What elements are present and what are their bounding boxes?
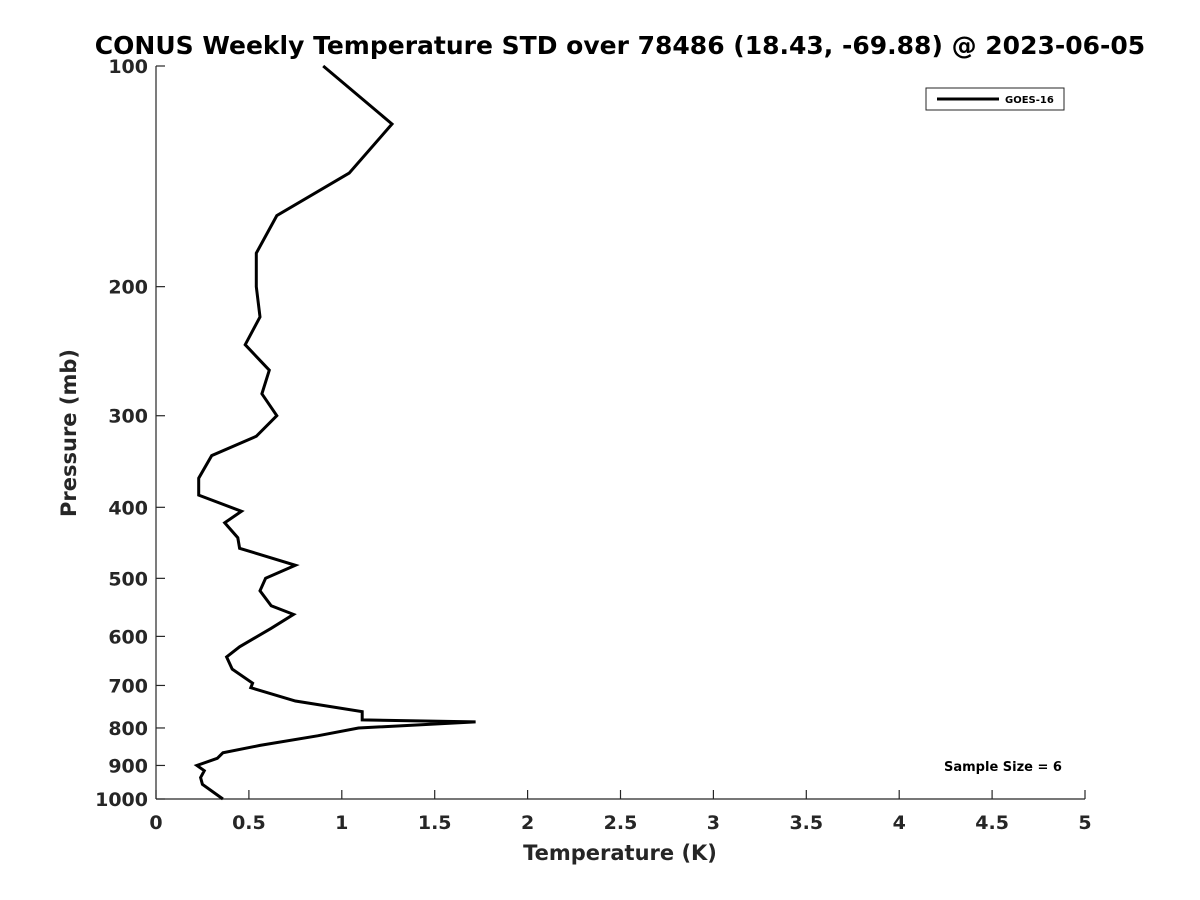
chart-title: CONUS Weekly Temperature STD over 78486 … bbox=[95, 31, 1145, 60]
y-tick-label: 800 bbox=[108, 718, 148, 740]
x-tick-label: 2.5 bbox=[604, 812, 638, 834]
x-tick-label: 0 bbox=[149, 812, 162, 834]
y-tick-label: 200 bbox=[108, 277, 148, 299]
series-group bbox=[193, 64, 476, 801]
y-ticks: 100 200 300 400 500 600 700 800 900 1000 bbox=[95, 56, 165, 811]
x-tick-label: 4.5 bbox=[975, 812, 1009, 834]
y-tick-label: 400 bbox=[108, 497, 148, 519]
x-tick-label: 5 bbox=[1078, 812, 1091, 834]
y-tick-label: 300 bbox=[108, 406, 148, 428]
y-tick-label: 500 bbox=[108, 568, 148, 590]
legend-label-goes-16: GOES-16 bbox=[1005, 95, 1054, 106]
x-tick-label: 3.5 bbox=[789, 812, 823, 834]
y-tick-label: 600 bbox=[108, 626, 148, 648]
series-line-goes-16 bbox=[193, 64, 476, 801]
x-tick-label: 3 bbox=[707, 812, 720, 834]
x-tick-label: 2 bbox=[521, 812, 534, 834]
x-ticks: 0 0.5 1 1.5 2 2.5 3 3.5 4 4.5 5 bbox=[149, 790, 1092, 834]
x-tick-label: 0.5 bbox=[232, 812, 266, 834]
x-axis-label: Temperature (K) bbox=[523, 841, 717, 865]
legend: GOES-16 bbox=[925, 87, 1065, 111]
y-tick-label: 700 bbox=[108, 675, 148, 697]
y-tick-label: 1000 bbox=[95, 789, 148, 811]
y-tick-label: 100 bbox=[108, 56, 148, 78]
y-tick-label: 900 bbox=[108, 755, 148, 777]
sample-size-annotation: Sample Size = 6 bbox=[944, 760, 1062, 775]
x-tick-label: 1.5 bbox=[418, 812, 452, 834]
y-axis-label: Pressure (mb) bbox=[57, 349, 81, 517]
x-tick-label: 1 bbox=[335, 812, 348, 834]
x-tick-label: 4 bbox=[893, 812, 906, 834]
